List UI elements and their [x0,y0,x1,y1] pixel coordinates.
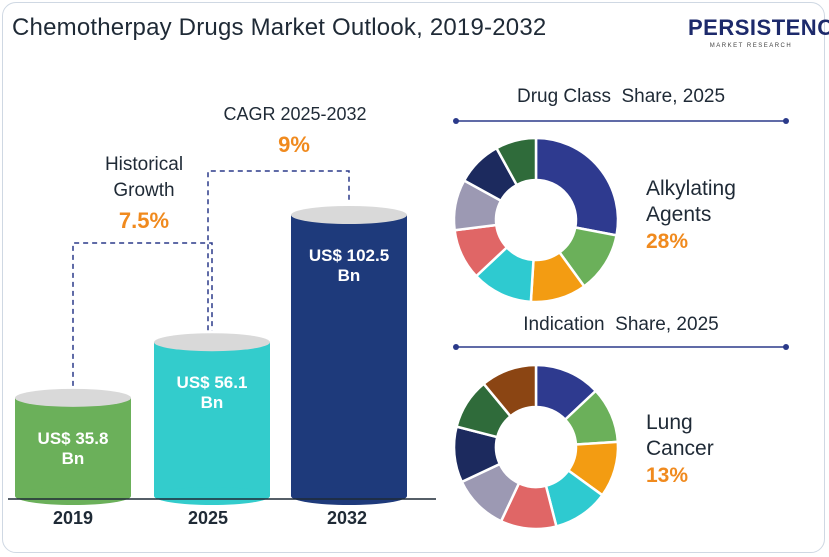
bar-cap-2019 [15,388,131,407]
indication-slice-9 [481,363,538,418]
bar-cap-2025 [154,333,270,352]
bar-value-label-2019: US$ 35.8 [38,429,109,448]
drug-class-slice-1 [534,136,620,237]
bar-value-label-2025: US$ 56.1 [177,373,248,392]
bar-cap-2032 [291,206,407,224]
bar-unit-label-2032: Bn [338,266,361,285]
bar-2032: US$ 102.5Bn [291,206,407,505]
cagr-connector [207,170,350,331]
drug-class-highlight-value: 28% [646,230,689,253]
x-tick-2019: 2019 [52,508,94,528]
drug-class-donut [452,136,620,304]
bar-value-label-2032: US$ 102.5 [309,246,389,265]
bar-body-2019 [15,397,131,496]
historical-growth-value: 7.5% [118,208,170,233]
indication-highlight-value: 13% [646,464,689,487]
drug-class-highlight-line-1: Alkylating [646,177,736,200]
x-tick-2025: 2025 [187,508,229,528]
drug-class-highlight-line-2: Agents [646,203,712,226]
indication-donut [452,363,620,531]
historical-label-1: Historical [104,154,184,175]
logo-sub-text: MARKET RESEARCH [709,43,793,49]
bar-2025: US$ 56.1Bn [154,333,270,505]
drug-class-pie-title: Drug Class Share, 2025 [516,86,726,107]
bar-unit-label-2019: Bn [62,449,85,468]
indication-pie-title: Indication Share, 2025 [523,314,719,335]
indication-highlight-line-1: Lung [646,411,693,434]
drug-class-slice-8 [494,136,538,187]
bar-2019: US$ 35.8Bn [15,388,131,505]
historical-label-2: Growth [113,180,175,201]
cagr-label: CAGR 2025-2032 [223,104,367,124]
bar-unit-label-2025: Bn [201,393,224,412]
bar-base-2019 [15,487,131,505]
logo-brand-text: PERSISTENCE [688,15,829,40]
x-tick-2032: 2032 [326,508,368,528]
bar-base-2025 [154,487,270,505]
growth-connector-lines [72,170,350,386]
historical-growth-connector [72,242,213,386]
cagr-value: 9% [278,132,310,157]
bar-body-2025 [154,342,270,496]
brand-logo: PERSISTENCE MARKET RESEARCH [688,14,829,60]
chart-title: Chemotherpay Drugs Market Outlook, 2019-… [12,14,547,41]
bar-base-2032 [291,487,407,505]
indication-highlight-line-2: Cancer [646,437,714,460]
bar-body-2032 [291,215,407,496]
